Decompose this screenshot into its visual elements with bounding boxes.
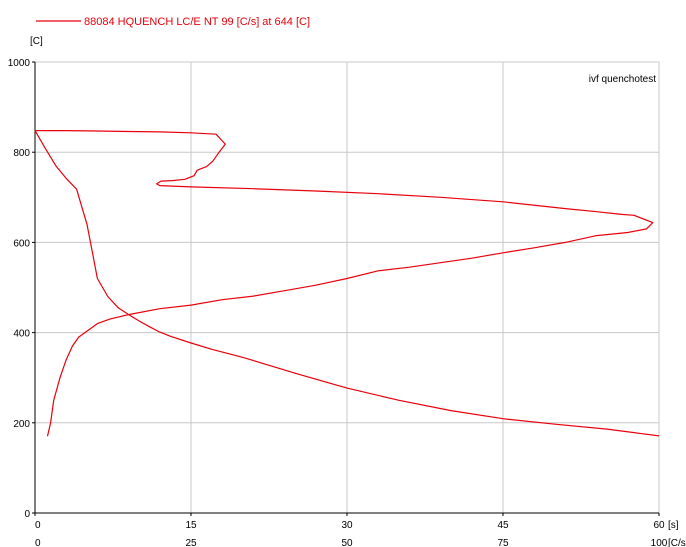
cooling-rate-line [35,130,654,437]
x-tick-labels: 0 15 30 45 60 [34,513,665,531]
y-tick-label: 200 [13,419,30,430]
x-tick-label: 15 [185,520,197,531]
chart-note: ivf quenchotest [589,74,656,85]
y-tick-label: 800 [13,148,30,159]
x2-tick-label: 75 [497,538,509,547]
x2-tick-label: 0 [35,538,41,547]
y-tick-label: 0 [24,509,30,520]
x-tick-label: 30 [341,520,353,531]
x2-tick-label: 25 [185,538,197,547]
series-group [34,130,660,437]
y-tick-labels: 0 200 400 600 800 1000 [8,58,35,520]
x2-tick-label: 100 [651,538,668,547]
x-tick-label: 45 [497,520,509,531]
x2-tick-labels: 0 25 50 75 100 [35,538,668,547]
x-axis-label: [s] [668,520,679,531]
temperature-time-line [34,130,660,437]
x-tick-label: 60 [653,520,665,531]
y-axis-label: [C] [30,36,43,47]
x2-tick-label: 50 [341,538,353,547]
y-tick-label: 400 [13,329,30,340]
x2-axis-label: [C/s] [668,538,686,547]
x-tick-label: 0 [35,520,41,531]
legend-label: 88084 HQUENCH LC/E NT 99 [C/s] at 644 [C… [84,16,310,28]
y-tick-label: 600 [13,238,30,249]
y-tick-label: 1000 [8,58,31,69]
